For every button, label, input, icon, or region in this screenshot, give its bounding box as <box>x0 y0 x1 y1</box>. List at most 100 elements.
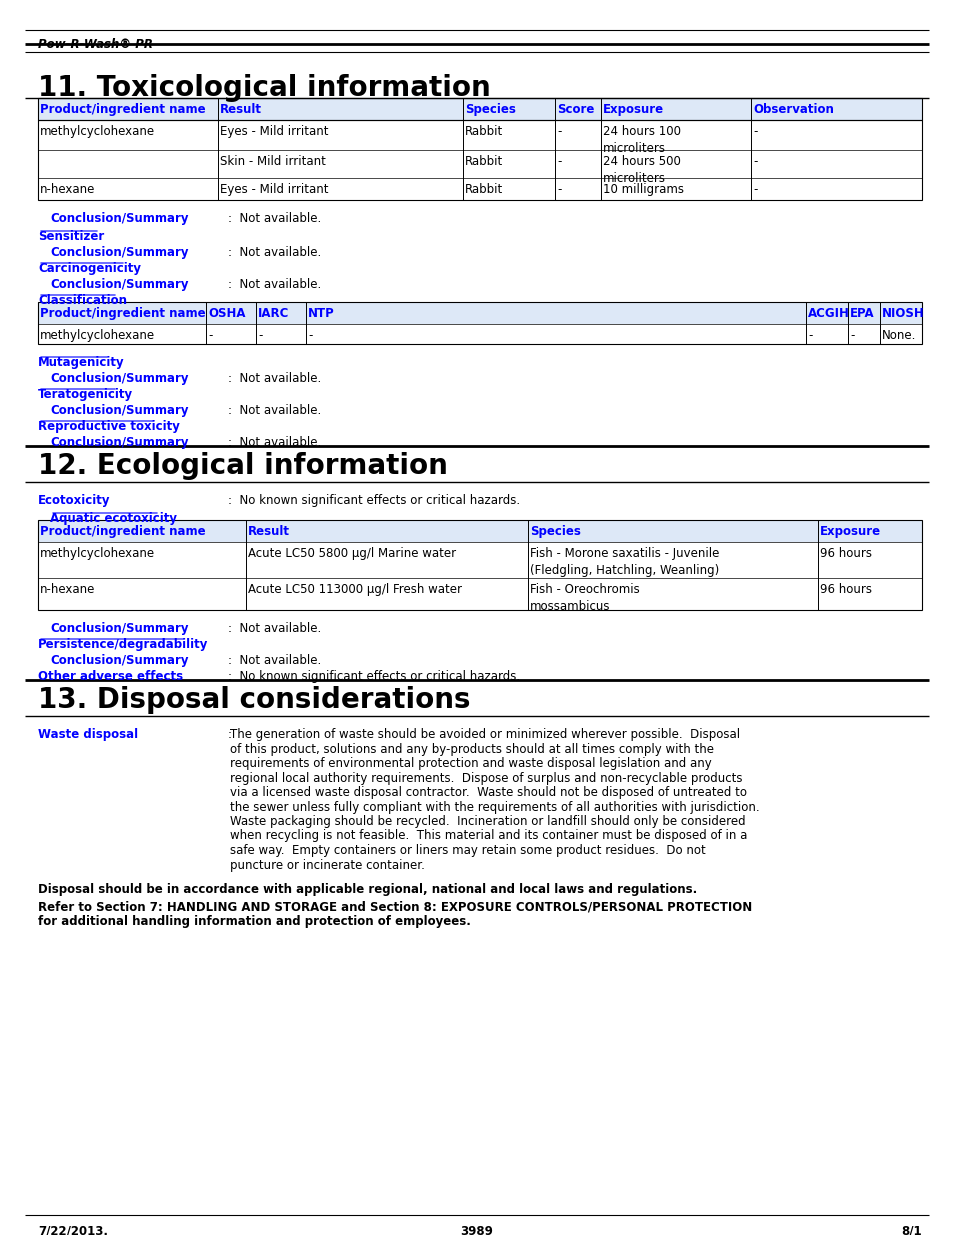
Text: Species: Species <box>464 103 516 116</box>
Text: Result: Result <box>248 525 290 538</box>
Text: Observation: Observation <box>752 103 833 116</box>
Text: Teratogenicity: Teratogenicity <box>38 388 133 401</box>
Text: Waste packaging should be recycled.  Incineration or landfill should only be con: Waste packaging should be recycled. Inci… <box>230 815 745 827</box>
Text: Product/ingredient name: Product/ingredient name <box>40 308 206 320</box>
Text: 10 milligrams: 10 milligrams <box>602 183 683 196</box>
Text: 13. Disposal considerations: 13. Disposal considerations <box>38 685 470 714</box>
Text: Fish - Oreochromis
mossambicus: Fish - Oreochromis mossambicus <box>530 583 639 613</box>
Text: for additional handling information and protection of employees.: for additional handling information and … <box>38 915 471 927</box>
Text: -: - <box>557 183 560 196</box>
Text: Classification: Classification <box>38 294 127 308</box>
Bar <box>38 520 921 542</box>
Text: -: - <box>557 125 560 138</box>
Text: Eyes - Mild irritant: Eyes - Mild irritant <box>220 183 328 196</box>
Text: requirements of environmental protection and waste disposal legislation and any: requirements of environmental protection… <box>230 757 711 769</box>
Text: 24 hours 100
microliters: 24 hours 100 microliters <box>602 125 680 154</box>
Bar <box>38 98 921 120</box>
Text: Reproductive toxicity: Reproductive toxicity <box>38 420 180 433</box>
Text: Exposure: Exposure <box>820 525 881 538</box>
Text: n-hexane: n-hexane <box>40 583 95 597</box>
Text: -: - <box>849 329 854 342</box>
Text: Disposal should be in accordance with applicable regional, national and local la: Disposal should be in accordance with ap… <box>38 883 697 897</box>
Bar <box>38 98 921 120</box>
Text: when recycling is not feasible.  This material and its container must be dispose: when recycling is not feasible. This mat… <box>230 830 746 842</box>
Text: Mutagenicity: Mutagenicity <box>38 356 125 369</box>
Text: Species: Species <box>530 525 580 538</box>
Text: -: - <box>308 329 312 342</box>
Text: :  Not available.: : Not available. <box>228 246 321 259</box>
Bar <box>38 303 921 345</box>
Text: Fish - Morone saxatilis - Juvenile
(Fledgling, Hatchling, Weanling): Fish - Morone saxatilis - Juvenile (Fled… <box>530 547 719 577</box>
Text: -: - <box>208 329 213 342</box>
Text: 24 hours 500
microliters: 24 hours 500 microliters <box>602 156 680 184</box>
Text: methylcyclohexane: methylcyclohexane <box>40 329 155 342</box>
Text: via a licensed waste disposal contractor.  Waste should not be disposed of untre: via a licensed waste disposal contractor… <box>230 785 746 799</box>
Text: Persistence/degradability: Persistence/degradability <box>38 638 208 651</box>
Text: n-hexane: n-hexane <box>40 183 95 196</box>
Text: 11. Toxicological information: 11. Toxicological information <box>38 74 490 103</box>
Text: Conclusion/Summary: Conclusion/Summary <box>50 372 189 385</box>
Text: :  Not available.: : Not available. <box>228 622 321 635</box>
Text: safe way.  Empty containers or liners may retain some product residues.  Do not: safe way. Empty containers or liners may… <box>230 844 705 857</box>
Text: Conclusion/Summary: Conclusion/Summary <box>50 212 189 225</box>
Text: Conclusion/Summary: Conclusion/Summary <box>50 622 189 635</box>
Text: Aquatic ecotoxicity: Aquatic ecotoxicity <box>50 513 177 525</box>
Text: :  Not available.: : Not available. <box>228 655 321 667</box>
Text: :  Not available.: : Not available. <box>228 404 321 417</box>
Text: puncture or incinerate container.: puncture or incinerate container. <box>230 858 424 872</box>
Text: Acute LC50 113000 µg/l Fresh water: Acute LC50 113000 µg/l Fresh water <box>248 583 461 597</box>
Text: Sensitizer: Sensitizer <box>38 230 104 243</box>
Text: Carcinogenicity: Carcinogenicity <box>38 262 141 275</box>
Text: Waste disposal: Waste disposal <box>38 727 138 741</box>
Text: :  Not available.: : Not available. <box>228 278 321 291</box>
Bar <box>38 520 921 610</box>
Text: 8/1: 8/1 <box>901 1225 921 1235</box>
Text: NTP: NTP <box>308 308 335 320</box>
Text: 96 hours: 96 hours <box>820 547 871 559</box>
Text: Rabbit: Rabbit <box>464 125 503 138</box>
Text: The generation of waste should be avoided or minimized wherever possible.  Dispo: The generation of waste should be avoide… <box>230 727 740 741</box>
Text: -: - <box>557 156 560 168</box>
Text: of this product, solutions and any by-products should at all times comply with t: of this product, solutions and any by-pr… <box>230 742 713 756</box>
Bar <box>38 120 921 200</box>
Text: ACGIH: ACGIH <box>807 308 849 320</box>
Text: Conclusion/Summary: Conclusion/Summary <box>50 278 189 291</box>
Text: -: - <box>752 125 757 138</box>
Text: Conclusion/Summary: Conclusion/Summary <box>50 404 189 417</box>
Text: Ecotoxicity: Ecotoxicity <box>38 494 111 508</box>
Text: Other adverse effects: Other adverse effects <box>38 671 183 683</box>
Text: -: - <box>807 329 812 342</box>
Text: Score: Score <box>557 103 594 116</box>
Text: Skin - Mild irritant: Skin - Mild irritant <box>220 156 326 168</box>
Text: methylcyclohexane: methylcyclohexane <box>40 547 155 559</box>
Text: EPA: EPA <box>849 308 874 320</box>
Text: 7/22/2013.: 7/22/2013. <box>38 1225 108 1235</box>
Text: -: - <box>752 156 757 168</box>
Text: Refer to Section 7: HANDLING AND STORAGE and Section 8: EXPOSURE CONTROLS/PERSON: Refer to Section 7: HANDLING AND STORAGE… <box>38 902 752 914</box>
Text: :  Not available.: : Not available. <box>228 212 321 225</box>
Text: 3989: 3989 <box>460 1225 493 1235</box>
Text: Conclusion/Summary: Conclusion/Summary <box>50 655 189 667</box>
Text: Pow-R-Wash® PR: Pow-R-Wash® PR <box>38 38 152 51</box>
Text: :  No known significant effects or critical hazards.: : No known significant effects or critic… <box>228 671 519 683</box>
Text: :  Not available.: : Not available. <box>228 436 321 450</box>
Text: None.: None. <box>882 329 916 342</box>
Text: Eyes - Mild irritant: Eyes - Mild irritant <box>220 125 328 138</box>
Text: Acute LC50 5800 µg/l Marine water: Acute LC50 5800 µg/l Marine water <box>248 547 456 559</box>
Text: methylcyclohexane: methylcyclohexane <box>40 125 155 138</box>
Text: Rabbit: Rabbit <box>464 156 503 168</box>
Text: Result: Result <box>220 103 262 116</box>
Text: :  No known significant effects or critical hazards.: : No known significant effects or critic… <box>228 494 519 508</box>
Text: -: - <box>752 183 757 196</box>
Text: Exposure: Exposure <box>602 103 663 116</box>
Text: Product/ingredient name: Product/ingredient name <box>40 525 206 538</box>
Text: NIOSH: NIOSH <box>882 308 923 320</box>
Text: 12. Ecological information: 12. Ecological information <box>38 452 447 480</box>
Text: OSHA: OSHA <box>208 308 245 320</box>
Text: :  Not available.: : Not available. <box>228 372 321 385</box>
Text: Product/ingredient name: Product/ingredient name <box>40 103 206 116</box>
Text: :: : <box>228 727 232 741</box>
Text: Rabbit: Rabbit <box>464 183 503 196</box>
Text: 96 hours: 96 hours <box>820 583 871 597</box>
Text: Conclusion/Summary: Conclusion/Summary <box>50 436 189 450</box>
